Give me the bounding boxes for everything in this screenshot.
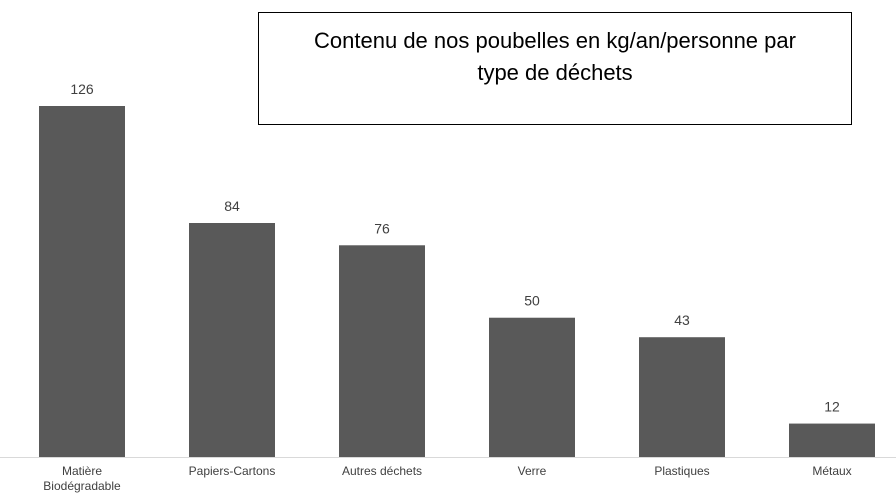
x-tick-label: Plastiques	[654, 464, 710, 478]
x-tick-label: Matière Biodégradable	[43, 464, 121, 493]
data-label: 50	[524, 293, 540, 309]
data-label: 12	[824, 399, 840, 415]
bar	[39, 106, 125, 457]
chart-title: Contenu de nos poubelles en kg/an/person…	[258, 12, 852, 125]
x-tick-label: Métaux	[812, 464, 852, 478]
bar	[189, 223, 275, 457]
bar	[489, 317, 575, 457]
data-label: 126	[70, 81, 94, 97]
data-label: 43	[674, 312, 690, 328]
x-tick-label: Papiers-Cartons	[188, 464, 276, 478]
bar	[789, 423, 875, 457]
data-label: 76	[374, 220, 390, 236]
x-tick-label: Autres déchets	[341, 464, 423, 478]
x-tick-label: Verre	[517, 464, 547, 478]
bar	[339, 245, 425, 457]
data-label: 84	[224, 198, 240, 214]
bar	[639, 337, 725, 457]
